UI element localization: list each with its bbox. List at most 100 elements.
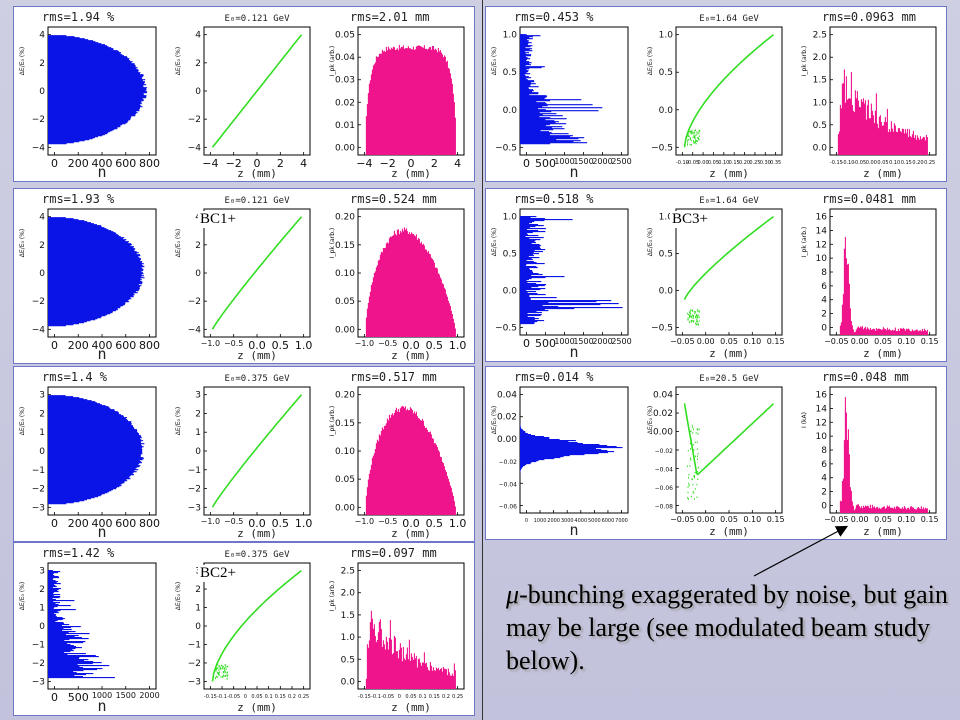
y-tick-label: 6 [821, 460, 827, 470]
y-tick-label: 0.05 [335, 475, 355, 485]
y-tick-label: 4 [39, 213, 45, 223]
phase-space-trace [211, 34, 303, 148]
y-tick-label: −4 [32, 143, 46, 153]
current-histogram [837, 69, 928, 155]
x-tick-label: −0.05 [824, 337, 849, 346]
y-tick-label: 1.5 [341, 611, 355, 621]
x-tick-label: -0.1 [217, 694, 227, 700]
y-tick-label: 0.5 [341, 655, 355, 665]
y-tick-label: 0.00 [653, 428, 673, 438]
panel-R2: rms=0.518 % 0 500 1000 1500 2000 2500 1.0 0.5 0.0… [485, 188, 947, 362]
energy-histogram [520, 422, 623, 477]
x-tick-label: 0.10 [897, 337, 915, 346]
y-tick-label: 1.0 [341, 633, 356, 643]
energy-subplot: rms=0.014 % 0 1000 2000 3000 4000 5000 6000 7000… [491, 370, 629, 539]
x-tick-label: 1500 [573, 337, 593, 346]
x-tick-label: 0.15 [429, 694, 440, 700]
y-tick-label: 12 [816, 418, 827, 428]
x-axis-label: z (mm) [237, 527, 277, 540]
x-axis-label: z (mm) [863, 525, 903, 538]
y-tick-label: −4 [188, 325, 202, 335]
y-tick-label: −4 [188, 143, 202, 153]
x-tick-label: 1.0 [449, 339, 467, 352]
y-tick-label: −2 [32, 297, 45, 307]
panel-L4: rms=1.42 % 0 500 1000 1500 2000 3 2 1 0 −1 −2 −3 n ΔE/… [13, 542, 475, 716]
x-tick-label: 0.05 [874, 515, 892, 524]
energy-histogram [520, 216, 623, 325]
y-tick-label: 0.02 [497, 413, 517, 423]
y-axis-label: ΔE/E₀ (%) [19, 47, 26, 75]
x-tick-label: 0.25 [749, 160, 760, 166]
x-tick-label: 800 [139, 517, 160, 530]
y-axis-label: ΔE/E₀ (%) [19, 407, 26, 435]
compressor-tag: BC3+ [670, 211, 710, 228]
x-tick-label: 0.05 [877, 160, 888, 166]
y-tick-label: 1.0 [503, 31, 518, 41]
x-tick-label: −2 [380, 157, 396, 170]
energy-histogram [48, 395, 145, 505]
x-tick-label: 0.25 [452, 694, 463, 700]
y-tick-label: 0 [821, 323, 827, 333]
y-tick-label: −3 [188, 503, 201, 513]
y-tick-label: 4 [195, 31, 201, 41]
y-tick-label: −0.04 [499, 481, 518, 488]
x-tick-label: 0.5 [272, 339, 290, 352]
rms-label: rms=0.014 % [514, 370, 594, 384]
y-tick-label: −0.5 [651, 323, 673, 333]
x-tick-label: 0 [408, 157, 415, 170]
y-tick-label: 2.5 [341, 567, 355, 577]
x-axis-label: z (mm) [709, 525, 749, 538]
y-tick-label: 4 [821, 474, 827, 484]
y-tick-label: 0.5 [659, 68, 673, 78]
y-tick-label: 2 [195, 585, 201, 595]
y-axis-label: ΔE/E₀ (%) [19, 229, 26, 257]
y-tick-label: 0.00 [335, 503, 355, 513]
y-tick-label: 0.04 [653, 391, 673, 401]
x-tick-label: 0.2 [442, 694, 450, 700]
x-axis-label: n [569, 521, 578, 539]
x-tick-label: 0.5 [426, 339, 444, 352]
energy-subplot: rms=1.42 % 0 500 1000 1500 2000 3 2 1 0 −1 −2 −3 n ΔE/… [19, 546, 160, 715]
x-tick-label: −4 [202, 157, 218, 170]
y-tick-label: 0.0 [503, 106, 518, 116]
panel-L1: rms=1.94 % 0 200 400 600 800 4 2 0 −2 −4 n ΔE/E₀ (%)… [13, 6, 475, 182]
x-tick-label: 0.00 [697, 337, 715, 346]
x-tick-label: 3000 [561, 518, 574, 524]
x-tick-label: 0.0 [402, 339, 420, 352]
x-tick-label: 1.0 [295, 517, 313, 530]
x-tick-label: −0.5 [224, 517, 243, 526]
y-tick-label: −2 [188, 115, 201, 125]
y-axis-label: I_pk (arb.) [801, 46, 808, 77]
y-tick-label: 6 [821, 282, 827, 292]
rms-label: rms=1.94 % [42, 10, 115, 24]
energy-histogram [520, 34, 603, 145]
current-histogram [839, 397, 928, 513]
y-axis-label: ΔE/E₀ (%) [19, 582, 26, 610]
x-tick-label: 800 [139, 157, 160, 170]
x-tick-label: 6000 [602, 518, 615, 524]
x-tick-label: -0.10 [676, 160, 689, 166]
caption: μ-bunching exaggerated by noise, but gai… [506, 578, 956, 677]
y-tick-label: −2 [188, 659, 201, 669]
x-tick-label: 0.0 [248, 339, 266, 352]
current-subplot: rms=0.097 mm-0.15 -0.1 -0.05 0 0.05 0.1 0.15 0.… [329, 546, 465, 714]
y-tick-label: 0.0 [341, 677, 356, 687]
y-tick-label: −1 [188, 640, 201, 650]
x-tick-label: 0.15 [921, 515, 939, 524]
x-tick-label: 0 [398, 694, 401, 700]
y-tick-label: 14 [816, 404, 828, 414]
x-tick-label: 0.5 [272, 517, 290, 530]
y-tick-label: 10 [816, 254, 828, 264]
x-tick-label: -0.15 [358, 694, 371, 700]
y-tick-label: 0.0 [659, 106, 674, 116]
panel-R3: rms=0.014 % 0 1000 2000 3000 4000 5000 6000 7000… [485, 366, 947, 540]
phase-subplot: E₀=1.64 GeV-0.10-0.050.00 0.05 0.10 0.15 0.2… [647, 14, 783, 180]
x-tick-label: 0.15 [901, 160, 912, 166]
y-tick-label: −1 [32, 466, 45, 476]
y-tick-label: 0.5 [503, 250, 517, 260]
phase-space-scatter [686, 424, 700, 500]
y-tick-label: 0.5 [659, 250, 673, 260]
x-tick-label: −1.0 [201, 517, 220, 526]
current-subplot: rms=0.524 mm −1.0 −0.5 0.0 0.5 1.0 0.20 0.15 0.1… [329, 192, 466, 362]
y-tick-label: 0.02 [335, 98, 355, 108]
